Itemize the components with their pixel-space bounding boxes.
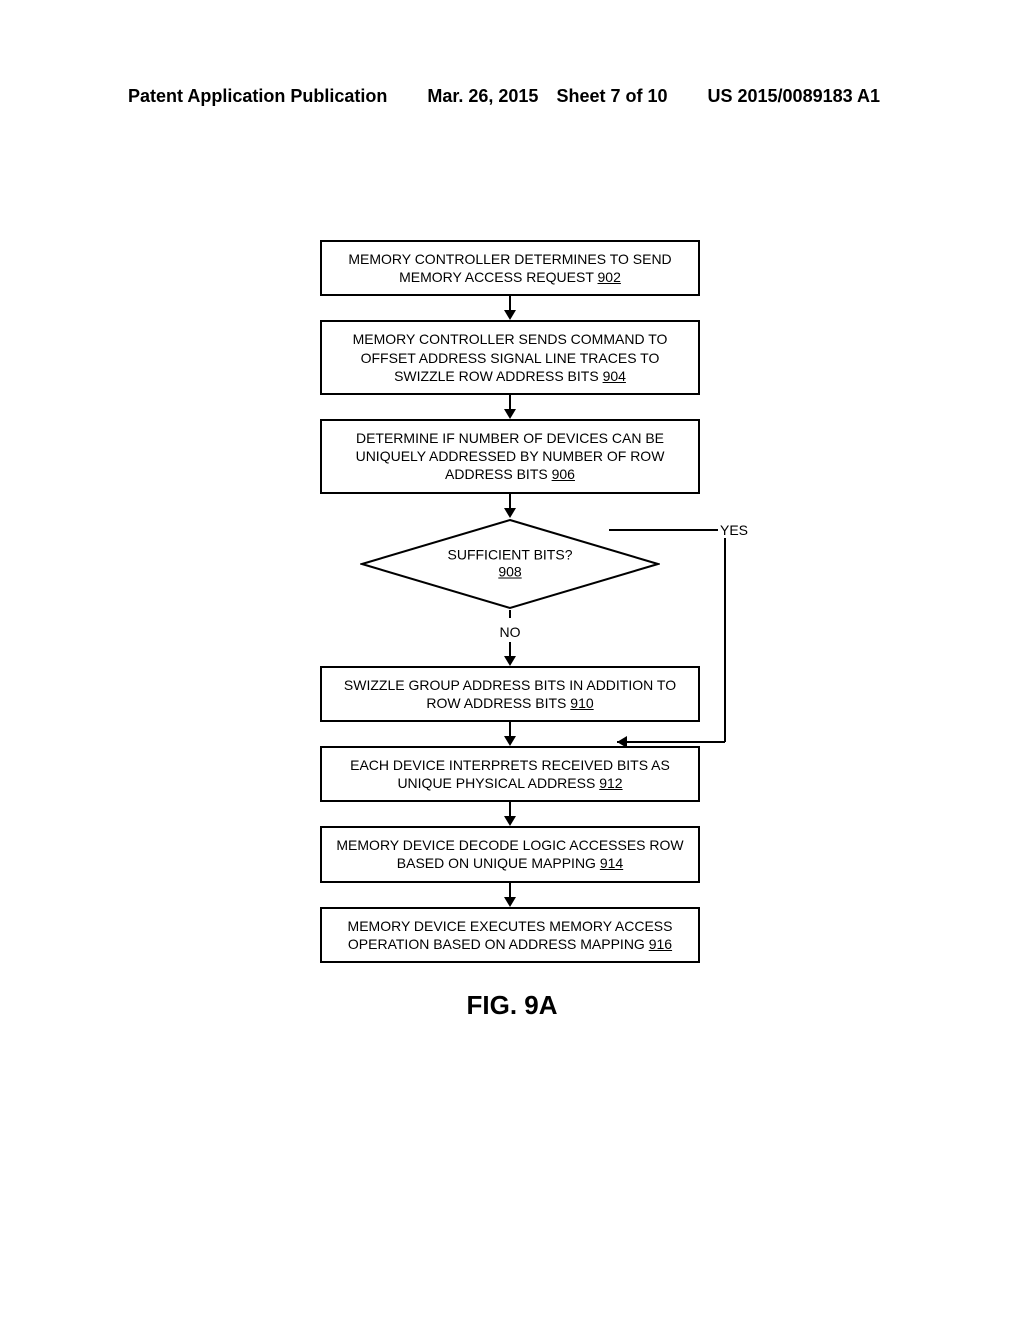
process-box-902: MEMORY CONTROLLER DETERMINES TO SEND MEM… xyxy=(320,240,700,296)
arrow-down-icon xyxy=(509,722,511,746)
process-box-914: MEMORY DEVICE DECODE LOGIC ACCESSES ROW … xyxy=(320,826,700,882)
box-ref: 910 xyxy=(570,695,593,711)
connector-line xyxy=(509,610,511,618)
arrow-down-icon xyxy=(509,395,511,419)
figure-label: FIG. 9A xyxy=(466,990,557,1021)
arrow-down-icon xyxy=(509,883,511,907)
publication-label: Patent Application Publication xyxy=(128,86,387,107)
arrow-down-icon xyxy=(509,642,511,666)
page-header: Patent Application Publication Mar. 26, … xyxy=(0,86,1024,107)
box-text: MEMORY DEVICE DECODE LOGIC ACCESSES ROW … xyxy=(336,837,683,871)
sheet-label: Sheet 7 of 10 xyxy=(556,86,667,107)
box-ref: 902 xyxy=(598,269,621,285)
box-ref: 904 xyxy=(603,368,626,384)
process-box-906: DETERMINE IF NUMBER OF DEVICES CAN BE UN… xyxy=(320,419,700,494)
box-ref: 916 xyxy=(649,936,672,952)
yes-connector xyxy=(605,520,745,765)
arrow-down-icon xyxy=(509,802,511,826)
decision-label: SUFFICIENT BITS? xyxy=(448,546,573,562)
publication-number: US 2015/0089183 A1 xyxy=(708,86,880,107)
process-box-916: MEMORY DEVICE EXECUTES MEMORY ACCESS OPE… xyxy=(320,907,700,963)
box-text: DETERMINE IF NUMBER OF DEVICES CAN BE UN… xyxy=(356,430,665,482)
process-box-904: MEMORY CONTROLLER SENDS COMMAND TO OFFSE… xyxy=(320,320,700,395)
flowchart: MEMORY CONTROLLER DETERMINES TO SEND MEM… xyxy=(270,240,750,963)
decision-ref: 908 xyxy=(498,564,521,580)
arrow-down-icon xyxy=(509,494,511,518)
box-ref: 914 xyxy=(600,855,623,871)
decision-text: SUFFICIENT BITS? 908 xyxy=(410,546,610,581)
decision-yes-label: YES xyxy=(718,522,750,538)
box-ref: 906 xyxy=(552,466,575,482)
box-ref: 912 xyxy=(599,775,622,791)
arrow-down-icon xyxy=(509,296,511,320)
box-text: MEMORY CONTROLLER DETERMINES TO SEND MEM… xyxy=(348,251,671,285)
box-text: MEMORY DEVICE EXECUTES MEMORY ACCESS OPE… xyxy=(348,918,673,952)
publication-date: Mar. 26, 2015 xyxy=(427,86,538,107)
